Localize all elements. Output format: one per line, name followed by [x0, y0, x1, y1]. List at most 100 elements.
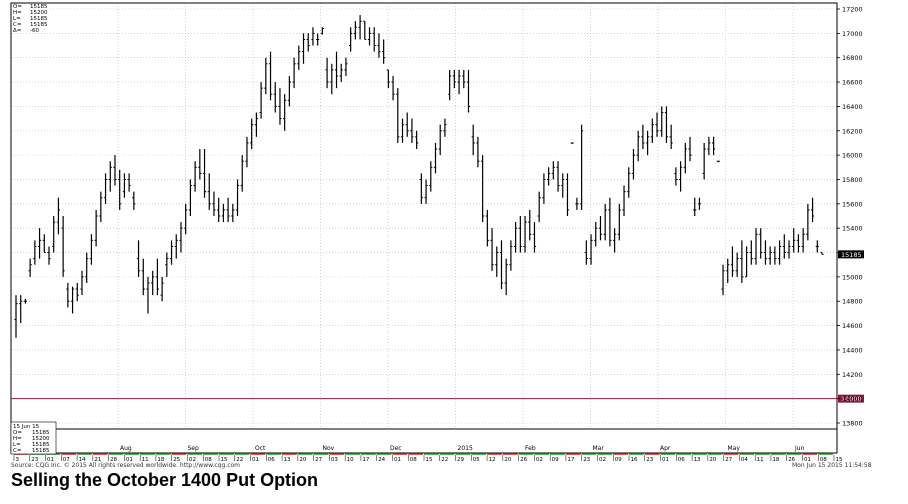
ohlc-bar [481, 155, 485, 223]
ohlc-bar [806, 203, 810, 241]
ohlc-bar [744, 246, 749, 278]
ohlc-bar [462, 69, 466, 89]
day-label: 09 [552, 457, 559, 463]
day-label: 22 [236, 457, 243, 463]
ohlc-bar [660, 106, 664, 137]
ohlc-bar [155, 258, 160, 296]
day-label: 04 [741, 457, 748, 463]
ohlc-bar [306, 33, 310, 52]
ohlc-bar [52, 216, 56, 253]
ohlc-bar [70, 286, 75, 314]
readout-label: O= [13, 430, 22, 436]
day-label: 01 [47, 457, 54, 463]
day-label: 3 [16, 457, 20, 463]
ohlc-bar [174, 234, 178, 259]
readout-value: 15185 [30, 16, 48, 22]
day-label: 02 [189, 457, 196, 463]
ohlc-bar [528, 209, 532, 241]
ohlc-bar [85, 252, 89, 283]
day-label: 08 [820, 457, 827, 463]
ohlc-bar [664, 106, 669, 143]
strike-line-group: 14000 [11, 394, 864, 403]
ohlc-bar [547, 167, 551, 186]
day-label: 20 [299, 457, 306, 463]
chart-timestamp: Mon Jun 15 2015 11:54:58 [792, 462, 872, 469]
ohlc-bar [565, 173, 570, 216]
ohlc-bar [330, 63, 334, 95]
ohlc-bar [641, 124, 645, 150]
day-label: 25 [173, 457, 180, 463]
y-tick-label: 16600 [842, 79, 863, 87]
readout-value: 15185 [32, 442, 50, 448]
readout-label: H= [13, 10, 22, 16]
ohlc-bar [650, 118, 654, 143]
ohlc-bar [311, 27, 315, 46]
day-label: 26 [520, 457, 527, 463]
ohlc-bar [386, 69, 390, 89]
ohlc-bar [716, 160, 720, 163]
y-tick-label: 15800 [842, 176, 863, 184]
y-tick-label: 15400 [842, 225, 863, 233]
ohlc-bar [179, 222, 183, 253]
ohlc-bar [490, 228, 494, 271]
ohlc-bar [146, 276, 150, 314]
ohlc-bar [702, 142, 706, 180]
day-label: 01 [252, 457, 259, 463]
source-credit: Source: CQG Inc. © 2015 All rights reser… [11, 462, 241, 469]
ohlc-bar [184, 203, 188, 235]
readout-box [10, 421, 57, 455]
ohlc-bar [33, 240, 37, 265]
ohlc-bar [556, 161, 560, 192]
day-label: 02 [599, 457, 606, 463]
ohlc-bar [245, 136, 249, 168]
ohlc-bar [132, 191, 136, 210]
ohlc-bar [636, 130, 640, 162]
day-label: 01 [394, 457, 401, 463]
ohlc-bar [113, 155, 117, 186]
ohlc-bar [678, 161, 683, 192]
ohlc-bar [372, 27, 376, 52]
ohlc-bar [726, 258, 730, 283]
ohlc-bar [627, 167, 631, 198]
top-price-readout: O= 15185 H= 15200 L= 15185 C= 15185 Δ= -60 [13, 4, 48, 34]
bottom-price-readout: 15 Jun 15O= 15185 H= 15200 L= 15185 C= 15185 [10, 421, 57, 455]
ohlc-bar [603, 203, 607, 241]
day-label: 02 [536, 457, 543, 463]
ohlc-bar [815, 240, 819, 253]
last-price-marker [838, 250, 864, 259]
readout-label: L= [13, 16, 21, 22]
ohlc-bar [226, 197, 230, 223]
ohlc-bar [674, 167, 678, 186]
ohlc-bar [202, 149, 207, 198]
ohlc-bar [735, 252, 739, 277]
ohlc-bar [37, 228, 42, 259]
ohlc-bar [561, 173, 565, 198]
ohlc-bar [169, 240, 174, 265]
readout-label: C= [13, 22, 22, 28]
ohlc-bar [443, 118, 447, 137]
readout-label: O= [13, 4, 22, 10]
readout-value: -60 [30, 28, 39, 34]
ohlc-bar [353, 21, 357, 40]
day-label: 26 [788, 457, 795, 463]
ohlc-bar [551, 161, 555, 180]
ohlc-bar [287, 75, 291, 107]
ohlc-bar [61, 216, 65, 277]
day-label: 15 [836, 457, 843, 463]
y-tick-label: 13800 [842, 420, 863, 428]
ohlc-bar [254, 112, 258, 137]
ohlc-bar [259, 82, 263, 119]
grid [11, 3, 837, 429]
ohlc-bars [14, 15, 824, 338]
ohlc-bar [697, 197, 702, 210]
ohlc-bar [730, 246, 735, 277]
day-label: 22 [441, 457, 448, 463]
ohlc-bar [396, 88, 400, 143]
ohlc-bar [165, 252, 169, 277]
month-label: Mar [593, 445, 605, 452]
day-label: 16 [631, 457, 638, 463]
ohlc-bar [495, 246, 499, 277]
ohlc-bar [801, 228, 805, 253]
day-label: 20 [709, 457, 716, 463]
